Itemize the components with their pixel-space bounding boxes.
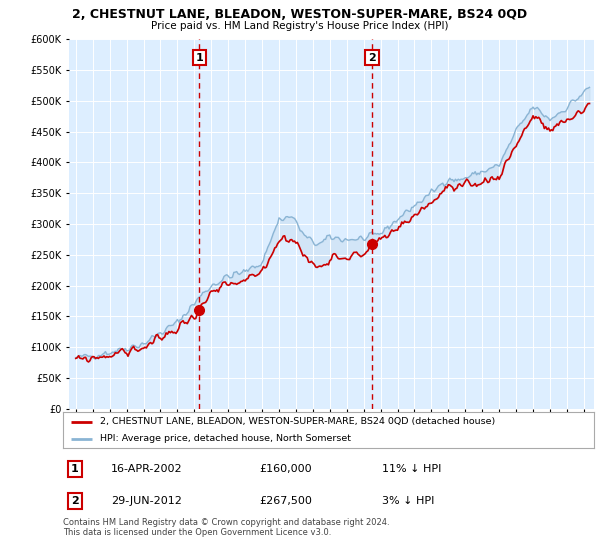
Text: 11% ↓ HPI: 11% ↓ HPI: [382, 464, 441, 474]
Text: £160,000: £160,000: [259, 464, 312, 474]
Text: 16-APR-2002: 16-APR-2002: [111, 464, 182, 474]
Text: 2, CHESTNUT LANE, BLEADON, WESTON-SUPER-MARE, BS24 0QD (detached house): 2, CHESTNUT LANE, BLEADON, WESTON-SUPER-…: [100, 417, 496, 426]
Text: 1: 1: [196, 53, 203, 63]
Text: 2: 2: [368, 53, 376, 63]
Text: 3% ↓ HPI: 3% ↓ HPI: [382, 496, 434, 506]
Text: 2, CHESTNUT LANE, BLEADON, WESTON-SUPER-MARE, BS24 0QD: 2, CHESTNUT LANE, BLEADON, WESTON-SUPER-…: [73, 8, 527, 21]
Text: HPI: Average price, detached house, North Somerset: HPI: Average price, detached house, Nort…: [100, 435, 351, 444]
Text: £267,500: £267,500: [259, 496, 313, 506]
Text: Price paid vs. HM Land Registry's House Price Index (HPI): Price paid vs. HM Land Registry's House …: [151, 21, 449, 31]
Text: Contains HM Land Registry data © Crown copyright and database right 2024.
This d: Contains HM Land Registry data © Crown c…: [63, 518, 389, 538]
Text: 1: 1: [71, 464, 79, 474]
Text: 29-JUN-2012: 29-JUN-2012: [111, 496, 182, 506]
Text: 2: 2: [71, 496, 79, 506]
